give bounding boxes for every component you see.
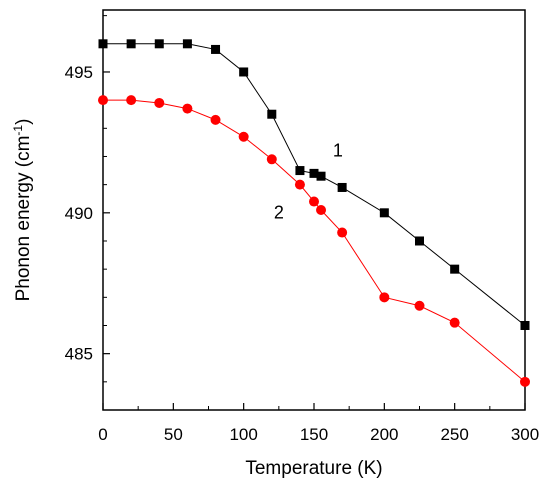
x-axis-label: Temperature (K) bbox=[245, 458, 382, 479]
series-2-point bbox=[316, 205, 327, 215]
x-tick-label: 100 bbox=[229, 425, 257, 444]
x-tick-label: 250 bbox=[440, 425, 468, 444]
series-2-point bbox=[238, 131, 249, 142]
series-1-point bbox=[520, 320, 530, 330]
x-tick-label: 300 bbox=[511, 425, 539, 444]
series-2-point bbox=[294, 179, 305, 190]
x-axis-ticks: 0 50 100 150 200 250 300 bbox=[98, 403, 539, 444]
annotations: 12 bbox=[274, 140, 343, 222]
y-tick-label: 490 bbox=[65, 204, 93, 223]
series-2-point bbox=[337, 227, 348, 238]
series-2-point bbox=[154, 97, 165, 108]
series-1-point bbox=[337, 182, 347, 192]
series-1-point bbox=[239, 67, 249, 77]
series-1-point bbox=[316, 171, 326, 181]
y-axis-label-close: ) bbox=[13, 119, 34, 125]
series-2-point bbox=[520, 376, 530, 387]
series-2-point bbox=[126, 95, 137, 106]
series-2-point bbox=[449, 317, 460, 328]
series-1-point bbox=[182, 39, 192, 49]
series-1-point bbox=[379, 208, 389, 218]
series-2-point bbox=[98, 95, 108, 106]
y-tick-label: 495 bbox=[65, 63, 93, 82]
series-1-point bbox=[211, 44, 221, 54]
curve-label: 2 bbox=[274, 202, 284, 222]
series-1-point bbox=[267, 109, 277, 119]
series-2-point bbox=[266, 154, 277, 165]
x-tick-label: 200 bbox=[370, 425, 398, 444]
series-2-line bbox=[103, 99, 526, 383]
y-tick-label: 485 bbox=[65, 345, 93, 364]
series-1-point bbox=[98, 39, 108, 49]
y-axis-label: Phonon energy (cm-1) bbox=[11, 119, 34, 302]
x-tick-label: 150 bbox=[300, 425, 328, 444]
series-layer bbox=[98, 39, 530, 387]
series-1-point bbox=[450, 264, 460, 274]
series-2-point bbox=[309, 196, 319, 207]
series-1-point bbox=[295, 166, 305, 176]
series-1-line bbox=[103, 43, 526, 326]
series-1-point bbox=[309, 168, 319, 178]
series-2-point bbox=[210, 114, 221, 125]
series-2-point bbox=[182, 103, 193, 114]
series-1-point bbox=[154, 39, 164, 49]
series-2-point bbox=[379, 292, 390, 303]
y-axis-ticks: 485 490 495 bbox=[65, 15, 110, 383]
series-2-point bbox=[414, 300, 425, 311]
y-axis-label-sup: -1 bbox=[11, 125, 25, 136]
series-1-point bbox=[415, 236, 424, 246]
curve-label: 1 bbox=[333, 140, 343, 160]
y-axis-label-main: Phonon energy (cm bbox=[13, 136, 34, 302]
x-tick-label: 0 bbox=[98, 425, 107, 444]
x-tick-label: 50 bbox=[164, 425, 183, 444]
series-1-point bbox=[126, 39, 136, 49]
plot-frame bbox=[102, 9, 526, 411]
